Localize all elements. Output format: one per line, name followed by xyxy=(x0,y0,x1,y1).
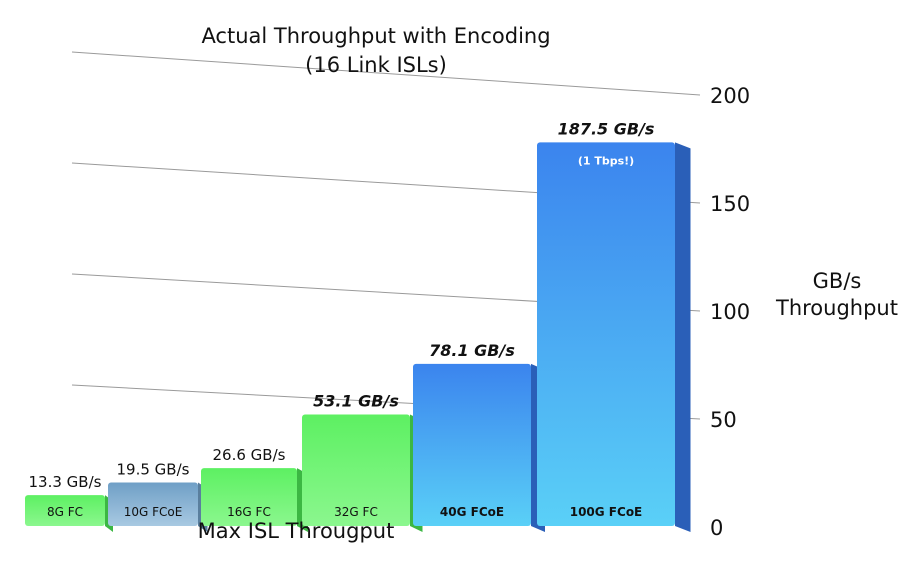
chart-subtitle: (16 Link ISLs) xyxy=(305,53,447,77)
y-tick-label: 150 xyxy=(710,192,750,216)
data-label: 187.5 GB/s xyxy=(558,119,655,138)
y-axis-label-line1: GB/s xyxy=(813,269,862,293)
gridline xyxy=(71,51,701,96)
y-axis-label-line2: Throughput xyxy=(775,296,898,320)
y-tick-label: 200 xyxy=(710,84,750,108)
chart-title: Actual Throughput with Encoding xyxy=(201,24,550,48)
bar xyxy=(201,468,297,526)
y-axis-ticks: 0 50 100 150 200 xyxy=(710,84,750,540)
bar xyxy=(537,142,675,526)
category-label: 16G FC xyxy=(227,505,271,519)
data-label: 78.1 GB/s xyxy=(429,341,515,360)
y-tick-label: 100 xyxy=(710,300,750,324)
category-label: 32G FC xyxy=(334,505,378,519)
y-tick-label: 50 xyxy=(710,408,737,432)
y-tick-label: 0 xyxy=(710,516,723,540)
bar-annotation: (1 Tbps!) xyxy=(578,154,634,167)
category-label: 40G FCoE xyxy=(440,505,504,519)
bars xyxy=(25,142,691,532)
bar-side xyxy=(675,142,691,532)
data-label: 19.5 GB/s xyxy=(117,461,190,479)
bar xyxy=(25,495,105,526)
bar xyxy=(108,482,198,526)
category-label: 10G FCoE xyxy=(124,505,183,519)
bar xyxy=(413,363,531,526)
category-label: 100G FCoE xyxy=(570,505,643,519)
data-label: 13.3 GB/s xyxy=(29,473,102,491)
bar xyxy=(302,414,410,526)
x-axis-label: Max ISL Througput xyxy=(198,519,395,543)
data-label: 26.6 GB/s xyxy=(213,446,286,464)
data-label: 53.1 GB/s xyxy=(313,391,399,410)
data-labels: 13.3 GB/s 8G FC 19.5 GB/s 10G FCoE 26.6 GB/s… xyxy=(29,119,655,519)
category-label: 8G FC xyxy=(47,505,83,519)
